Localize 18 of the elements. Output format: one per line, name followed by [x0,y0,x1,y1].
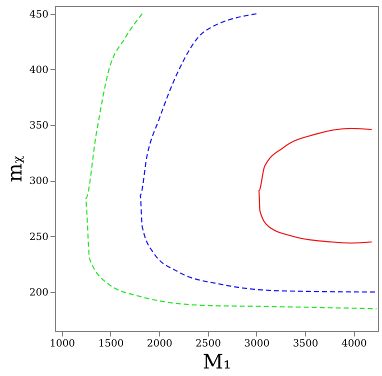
x-tick-label: 3500 [292,338,318,350]
y-tick-label: 350 [29,120,48,132]
line-series [85,13,378,310]
line-series [140,13,378,293]
line-series [258,128,372,244]
x-axis-title: M₁ [202,350,232,374]
x-tick-label: 3000 [244,338,270,350]
y-tick-label: 450 [29,9,48,20]
x-tick-label: 4000 [341,338,367,350]
y-tick-label: 200 [29,288,48,299]
x-tick-label: 2000 [146,338,172,350]
x-tick-label: 1000 [50,338,76,350]
y-tick-label: 250 [29,232,48,243]
y-tick-label: 300 [29,176,48,188]
x-tick-label: 1500 [98,338,124,350]
y-axis-title: mᵪ [2,155,26,182]
x-tick-label: 2500 [196,338,221,350]
y-tick-label: 400 [29,64,48,76]
